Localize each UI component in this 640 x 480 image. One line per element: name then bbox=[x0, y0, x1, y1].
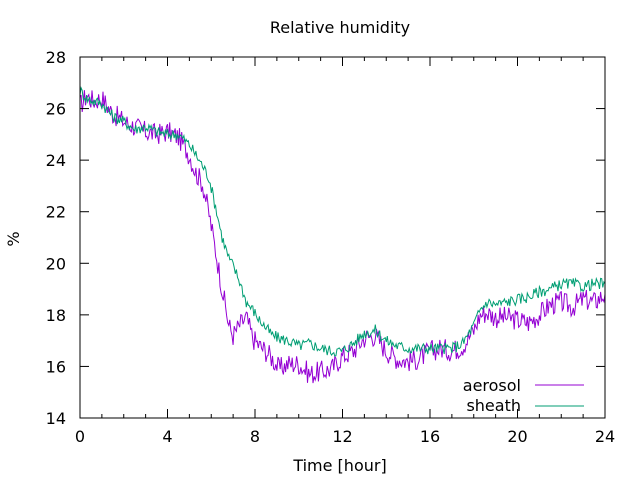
y-tick-label: 26 bbox=[46, 100, 66, 119]
series-line-aerosol bbox=[79, 90, 606, 384]
x-axis-label: Time [hour] bbox=[292, 456, 386, 475]
y-axis-label: % bbox=[4, 231, 23, 246]
x-tick-label: 8 bbox=[250, 427, 260, 446]
x-tick-label: 12 bbox=[332, 427, 352, 446]
y-tick-label: 22 bbox=[46, 203, 66, 222]
y-tick-label: 18 bbox=[46, 306, 66, 325]
x-tick-label: 0 bbox=[75, 427, 85, 446]
y-tick-label: 16 bbox=[46, 357, 66, 376]
legend-label-sheath: sheath bbox=[466, 396, 521, 415]
x-tick-label: 4 bbox=[162, 427, 172, 446]
y-tick-label: 20 bbox=[46, 254, 66, 273]
plot-frame bbox=[79, 56, 606, 419]
axis-ticks: 14 16 18 20 22 24 26 28 0 4 8 12 16 20 24 bbox=[46, 48, 616, 446]
y-tick-label: 24 bbox=[46, 151, 66, 170]
series-line-sheath bbox=[79, 86, 606, 357]
y-tick-label: 14 bbox=[46, 409, 66, 428]
legend: aerosol sheath bbox=[463, 376, 584, 415]
legend-label-aerosol: aerosol bbox=[463, 376, 521, 395]
chart-title: Relative humidity bbox=[270, 18, 410, 37]
x-tick-label: 24 bbox=[595, 427, 615, 446]
x-tick-label: 20 bbox=[507, 427, 527, 446]
y-tick-label: 28 bbox=[46, 48, 66, 67]
series-layer bbox=[79, 86, 606, 384]
x-tick-label: 16 bbox=[420, 427, 440, 446]
